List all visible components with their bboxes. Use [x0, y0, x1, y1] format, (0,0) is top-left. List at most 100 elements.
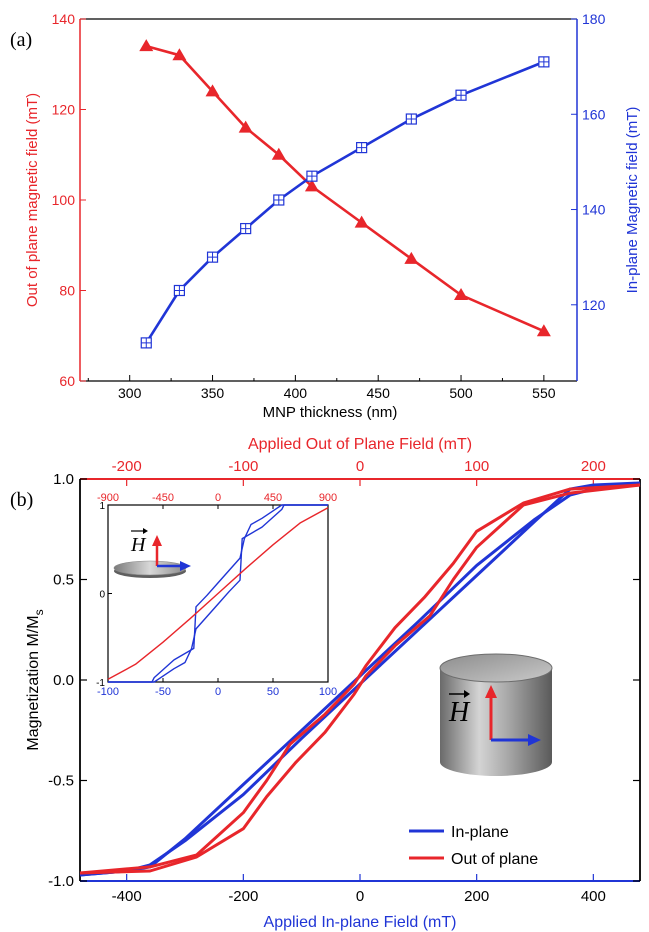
- inset-in-plane-curve-1: [108, 504, 328, 683]
- disk-top: [113, 560, 187, 576]
- panel-a-square-marker-cross: [456, 90, 467, 101]
- panel-a-right-tick-label: 180: [582, 11, 606, 27]
- panel-a-square-marker-cross: [306, 171, 317, 182]
- legend: In-plane Out of plane: [409, 824, 538, 868]
- panel-b-y-tick-label: 0.0: [53, 672, 74, 689]
- disk-arrowhead-up-icon: [152, 535, 162, 546]
- panel-b: (b) Applied Out of Plane Field (mT) Appl…: [10, 436, 641, 931]
- panel-b-top-axis-title: Applied Out of Plane Field (mT): [248, 436, 472, 453]
- inset-plot: -100 -50 0 50 100 -900 -450 0 450 900 -1 0 1 H: [96, 492, 337, 698]
- inset-in-plane-curve-0: [108, 504, 328, 683]
- panel-a-triangle-marker: [172, 48, 187, 61]
- panel-a-triangle-marker: [454, 288, 469, 301]
- panel-b-y-tick-label: -0.5: [48, 773, 74, 790]
- cylinder-top: [439, 653, 553, 683]
- panel-b-y-axis-title-sub: s: [32, 609, 46, 615]
- disk-vector-arrow-icon: [143, 528, 148, 534]
- inset-top-tick-label: 450: [264, 492, 282, 504]
- panel-a-square-marker-cross: [356, 142, 367, 153]
- panel-a-series: [139, 39, 551, 349]
- inset-top-tick-label: -900: [97, 492, 119, 504]
- panel-b-ticks: -400 -200 0 200 400-200 -100 0 100 2001.00.50.0-…: [48, 458, 640, 905]
- disk-arrowhead-right-icon: [180, 561, 191, 571]
- panel-a-triangle-marker: [404, 251, 419, 264]
- panel-b-y-axis-title-main: Magnetization M/M: [25, 615, 42, 750]
- panel-a-label: (a): [10, 29, 32, 51]
- panel-a-triangle-marker: [238, 120, 253, 133]
- panel-a-square-marker-cross: [174, 285, 185, 296]
- panel-a-right-tick-label: 140: [582, 202, 606, 218]
- panel-a-square-marker-cross: [141, 337, 152, 348]
- legend-label-in-plane: In-plane: [451, 824, 509, 841]
- disk-illustration: H: [113, 528, 191, 578]
- panel-a-left-axis-title: Out of plane magnetic field (mT): [24, 93, 41, 307]
- legend-label-out-of-plane: Out of plane: [451, 851, 538, 868]
- panel-a-left-tick-label: 100: [52, 192, 76, 208]
- panel-a-x-tick-label: 300: [118, 385, 142, 401]
- panel-b-bottom-tick-label: -400: [112, 888, 142, 905]
- panel-b-top-tick-label: 0: [356, 458, 364, 475]
- panel-a-triangle-marker: [354, 215, 369, 228]
- inset-top-tick-label: 0: [215, 492, 221, 504]
- panel-a-square-marker-cross: [273, 195, 284, 205]
- panel-a-square-marker-cross: [207, 252, 218, 263]
- panel-a-right-tick-label: 120: [582, 297, 606, 313]
- inset-bottom-tick-label: -50: [155, 686, 171, 698]
- inset-y-tick-label: 1: [99, 501, 105, 512]
- panel-b-y-tick-label: -1.0: [48, 873, 74, 890]
- panel-a-left-tick-label: 120: [52, 102, 76, 118]
- panel-a-triangle-marker: [205, 84, 220, 97]
- panel-a-triangle-marker: [271, 147, 286, 160]
- panel-b-label: (b): [10, 489, 33, 511]
- panel-a-left-tick-label: 140: [52, 11, 76, 27]
- inset-y-tick-label: 0: [99, 590, 105, 601]
- inset-bottom-tick-label: 100: [319, 686, 337, 698]
- panel-a-series-line-1: [145, 60, 545, 344]
- disk-field-symbol: H: [130, 534, 147, 556]
- panel-b-top-tick-label: 100: [464, 458, 489, 475]
- panel-a-x-tick-label: 350: [201, 385, 225, 401]
- panel-a-right-axis-title: In-plane Magnetic field (mT): [624, 107, 641, 294]
- cylinder-arrowhead-right-icon: [528, 734, 541, 746]
- panel-a-square-marker-cross: [406, 114, 417, 125]
- cylinder-arrowhead-up-icon: [485, 685, 497, 698]
- panel-a-x-tick-label: 550: [532, 385, 556, 401]
- panel-a-x-tick-label: 450: [367, 385, 391, 401]
- panel-b-out-of-plane-loop-ascending: [79, 483, 641, 875]
- panel-b-top-tick-label: -200: [112, 458, 142, 475]
- panel-b-bottom-axis-title: Applied In-plane Field (mT): [264, 914, 457, 931]
- panel-b-bottom-tick-label: -200: [228, 888, 258, 905]
- panel-a-series-line-0: [145, 44, 545, 333]
- panel-b-series: [79, 481, 641, 877]
- panel-a-triangle-marker: [536, 324, 551, 337]
- cylinder-illustration: H: [439, 653, 553, 776]
- inset-y-tick-label: -1: [96, 678, 105, 689]
- inset-top-tick-label: 900: [319, 492, 337, 504]
- panel-a-left-tick-label: 60: [59, 373, 75, 389]
- inset-top-tick-label: -450: [152, 492, 174, 504]
- panel-b-y-axis-title: Magnetization M/Ms: [25, 609, 46, 750]
- panel-a-square-marker-cross: [240, 223, 251, 234]
- panel-a-triangle-marker: [304, 179, 319, 192]
- panel-b-bottom-tick-label: 200: [464, 888, 489, 905]
- panel-b-bottom-tick-label: 0: [356, 888, 364, 905]
- cylinder-field-symbol: H: [448, 697, 471, 728]
- inset-bottom-tick-label: -100: [97, 686, 119, 698]
- inset-bottom-tick-label: 50: [267, 686, 279, 698]
- panel-b-y-tick-label: 0.5: [53, 572, 74, 589]
- panel-a-x-axis-title: MNP thickness (nm): [263, 404, 398, 421]
- panel-a-ticks: 300 350 400 450 500 550 60 80 100 120 140 120 140 160…: [52, 11, 606, 401]
- inset-series: [107, 504, 329, 683]
- panel-a-x-tick-label: 500: [449, 385, 473, 401]
- panel-b-out-of-plane-loop-descending: [79, 483, 641, 875]
- cylinder-vector-arrow-icon: [464, 690, 470, 698]
- inset-ticks: -100 -50 0 50 100 -900 -450 0 450 900 -1 0 1: [96, 492, 337, 698]
- panel-a-right-tick-label: 160: [582, 106, 606, 122]
- panel-a-x-tick-label: 400: [284, 385, 308, 401]
- panel-a: (a) 300 350 400 450 500 550 60 80 100 120 140 120 14…: [10, 11, 641, 421]
- panel-b-top-tick-label: -100: [228, 458, 258, 475]
- panel-a-triangle-marker: [139, 39, 154, 52]
- panel-b-y-tick-label: 1.0: [53, 471, 74, 488]
- panel-b-bottom-tick-label: 400: [581, 888, 606, 905]
- panel-a-square-marker-cross: [538, 56, 549, 67]
